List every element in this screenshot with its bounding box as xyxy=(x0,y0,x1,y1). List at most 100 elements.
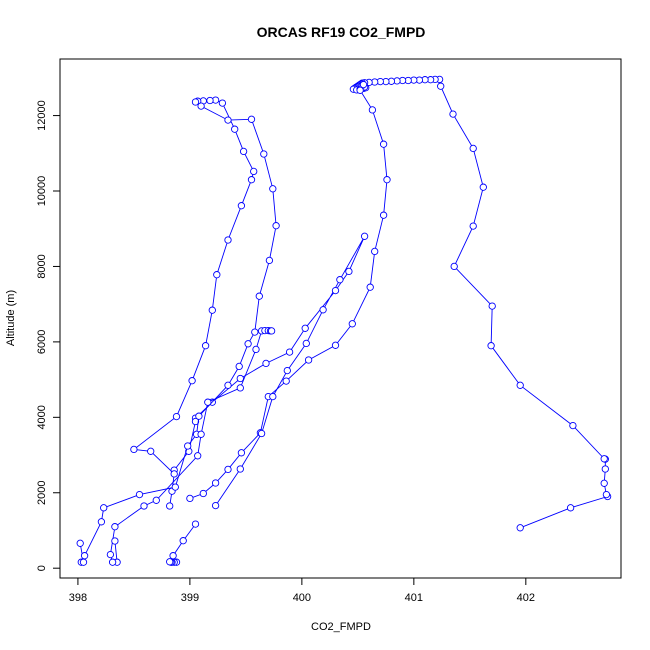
data-point xyxy=(237,449,246,457)
data-point xyxy=(255,292,263,300)
data-point xyxy=(450,262,458,271)
data-point xyxy=(252,345,260,354)
data-point xyxy=(237,202,246,210)
series-5 xyxy=(106,326,276,566)
data-point xyxy=(199,489,207,498)
data-point xyxy=(186,494,194,503)
y-tick-label: 0 xyxy=(36,565,48,571)
x-tick-label: 398 xyxy=(69,592,87,604)
data-point xyxy=(257,429,266,438)
data-point xyxy=(184,442,192,450)
data-point xyxy=(224,465,232,474)
x-axis-label: CO2_FMPD xyxy=(311,621,371,633)
data-point xyxy=(368,106,377,114)
data-point xyxy=(224,236,232,244)
data-point xyxy=(213,271,221,279)
data-point xyxy=(250,167,258,176)
data-point xyxy=(236,465,244,473)
series-layer xyxy=(76,75,612,566)
data-point xyxy=(267,327,276,335)
chart-title: ORCAS RF19 CO2_FMPD xyxy=(257,24,426,40)
data-point xyxy=(600,479,608,487)
data-point xyxy=(197,430,205,438)
data-point xyxy=(336,276,344,284)
data-point xyxy=(601,465,609,473)
y-tick-label: 4000 xyxy=(36,405,48,429)
data-point xyxy=(600,455,608,463)
data-point xyxy=(100,504,108,512)
data-point xyxy=(195,412,203,420)
y-axis-label: Altitude (m) xyxy=(5,290,17,346)
x-tick-label: 401 xyxy=(405,592,423,604)
data-point xyxy=(140,502,148,510)
data-point xyxy=(302,339,310,348)
x-tick-label: 400 xyxy=(293,592,311,604)
data-point xyxy=(331,286,340,295)
data-point xyxy=(179,537,187,545)
data-point xyxy=(204,398,212,406)
data-point xyxy=(269,185,277,193)
x-tick-label: 399 xyxy=(181,592,199,604)
data-point xyxy=(569,421,577,430)
data-point xyxy=(235,362,243,371)
data-point xyxy=(191,417,200,426)
data-point xyxy=(487,342,495,350)
data-point xyxy=(359,80,368,89)
y-tick-label: 12000 xyxy=(36,100,48,131)
data-point xyxy=(260,150,268,158)
data-point xyxy=(331,341,340,349)
series-4 xyxy=(76,96,280,566)
y-tick-label: 8000 xyxy=(36,254,48,278)
data-point xyxy=(211,479,220,487)
data-point xyxy=(437,82,445,90)
y-tick-label: 10000 xyxy=(36,176,48,207)
data-point xyxy=(108,558,117,566)
data-point xyxy=(135,490,144,499)
data-point xyxy=(111,523,119,531)
data-point xyxy=(106,550,115,559)
series-3 xyxy=(170,232,369,510)
data-point xyxy=(251,328,259,336)
data-point xyxy=(366,283,374,291)
series-1 xyxy=(186,75,612,532)
data-point xyxy=(516,381,524,389)
data-point xyxy=(97,518,106,526)
data-point xyxy=(272,222,280,230)
data-point xyxy=(379,211,388,219)
data-point xyxy=(379,140,388,148)
data-point xyxy=(244,340,252,348)
data-point xyxy=(130,445,138,454)
data-point xyxy=(197,102,205,110)
data-point xyxy=(76,539,84,547)
data-point xyxy=(236,374,244,383)
data-point xyxy=(206,96,214,105)
data-point xyxy=(566,504,575,512)
data-point xyxy=(79,558,88,566)
data-point xyxy=(231,125,239,133)
data-point xyxy=(602,490,611,499)
data-point xyxy=(147,447,155,455)
data-point xyxy=(239,147,248,156)
y-tick-label: 2000 xyxy=(36,481,48,505)
data-point xyxy=(171,483,179,491)
data-point xyxy=(80,552,89,560)
data-point xyxy=(383,176,391,184)
data-point xyxy=(348,320,356,328)
data-point xyxy=(111,537,119,545)
data-point xyxy=(371,247,379,256)
data-point xyxy=(479,183,487,191)
data-point xyxy=(247,115,256,123)
data-point xyxy=(269,392,277,401)
data-point xyxy=(170,470,178,478)
data-point xyxy=(188,377,196,385)
data-point xyxy=(516,524,524,532)
data-point xyxy=(224,381,232,389)
data-point xyxy=(282,377,290,385)
data-point xyxy=(224,116,232,124)
x-tick-label: 402 xyxy=(517,592,535,604)
data-point xyxy=(488,302,496,310)
data-point xyxy=(247,176,256,184)
data-point xyxy=(201,342,210,350)
